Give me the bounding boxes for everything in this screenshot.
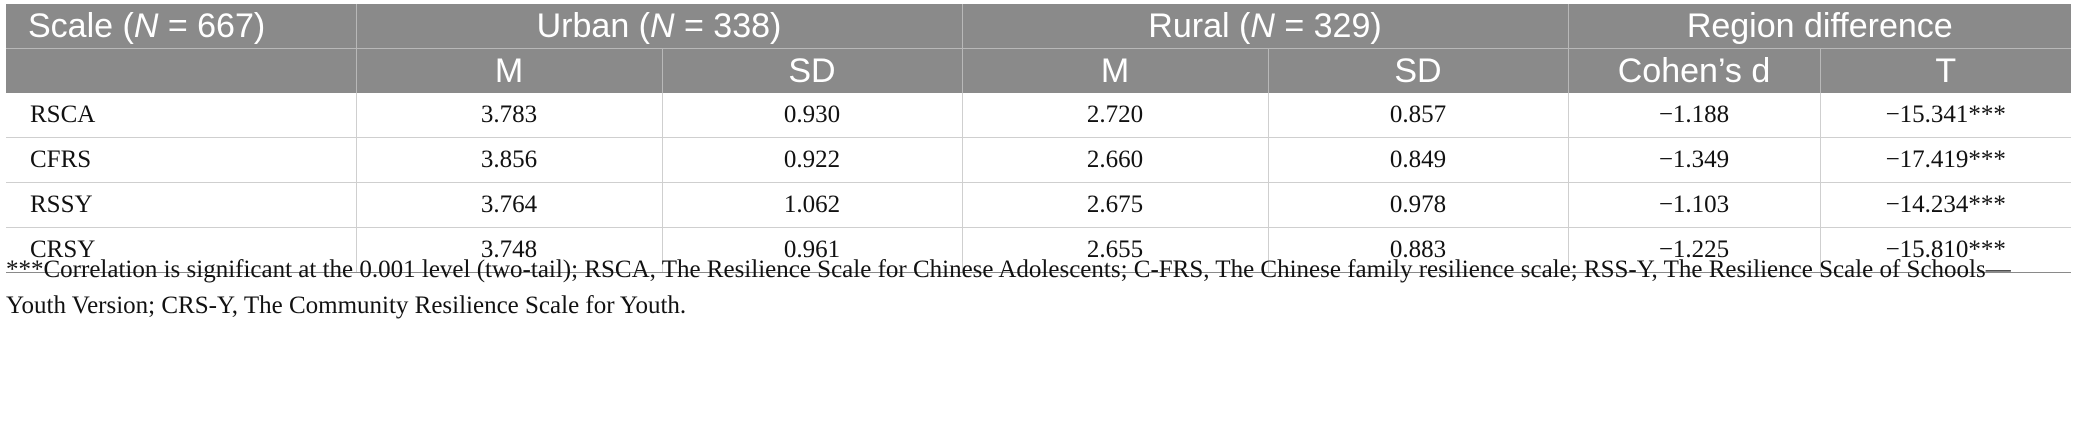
- cell-scale: CRSY: [6, 227, 356, 273]
- cell-rural-m: 2.660: [961, 137, 1268, 183]
- table-row: RSSY 3.764 1.062 2.675 0.978 −1.103 −14.…: [6, 182, 2072, 228]
- cell-rural-m: 2.655: [961, 227, 1268, 273]
- cell-cohens-d: −1.225: [1567, 227, 1820, 273]
- cell-urban-m: 3.764: [355, 182, 662, 228]
- header-urban-sd: SD: [661, 48, 962, 93]
- header-row-1: Scale (N = 667) Urban (N = 338) Rural (N…: [6, 4, 2072, 49]
- table-row: CFRS 3.856 0.922 2.660 0.849 −1.349 −17.…: [6, 137, 2072, 183]
- cell-rural-sd: 0.978: [1267, 182, 1568, 228]
- cell-scale: RSCA: [6, 93, 356, 138]
- header-rural-sd: SD: [1267, 48, 1568, 93]
- cell-t: −14.234***: [1819, 182, 2072, 228]
- cell-t: −15.810***: [1819, 227, 2072, 273]
- table-row: CRSY 3.748 0.961 2.655 0.883 −1.225 −15.…: [6, 227, 2072, 273]
- cell-urban-m: 3.856: [355, 137, 662, 183]
- header-urban: Urban (N = 338): [355, 4, 962, 49]
- header-region-difference: Region difference: [1567, 4, 2072, 49]
- cell-scale: RSSY: [6, 182, 356, 228]
- header-t: T: [1819, 48, 2072, 93]
- cell-cohens-d: −1.349: [1567, 137, 1820, 183]
- header-row-2: M SD M SD Cohen’s d T: [6, 48, 2072, 93]
- cell-urban-sd: 0.961: [661, 227, 962, 273]
- results-table-container: Scale (N = 667) Urban (N = 338) Rural (N…: [6, 4, 2072, 273]
- cell-rural-sd: 0.849: [1267, 137, 1568, 183]
- header-rural: Rural (N = 329): [961, 4, 1568, 49]
- cell-urban-sd: 0.922: [661, 137, 962, 183]
- results-table: Scale (N = 667) Urban (N = 338) Rural (N…: [6, 4, 2072, 273]
- cell-rural-sd: 0.883: [1267, 227, 1568, 273]
- table-row: RSCA 3.783 0.930 2.720 0.857 −1.188 −15.…: [6, 93, 2072, 138]
- header-rural-m: M: [961, 48, 1268, 93]
- header-urban-m: M: [355, 48, 662, 93]
- cell-t: −15.341***: [1819, 93, 2072, 138]
- header-empty: [6, 48, 356, 93]
- cell-scale: CFRS: [6, 137, 356, 183]
- header-scale: Scale (N = 667): [6, 4, 356, 49]
- cell-t: −17.419***: [1819, 137, 2072, 183]
- cell-cohens-d: −1.103: [1567, 182, 1820, 228]
- table-footnote: ***Correlation is significant at the 0.0…: [6, 256, 2011, 319]
- cell-rural-m: 2.675: [961, 182, 1268, 228]
- cell-urban-sd: 0.930: [661, 93, 962, 138]
- cell-urban-sd: 1.062: [661, 182, 962, 228]
- cell-rural-sd: 0.857: [1267, 93, 1568, 138]
- cell-cohens-d: −1.188: [1567, 93, 1820, 138]
- header-cohens-d: Cohen’s d: [1567, 48, 1820, 93]
- cell-urban-m: 3.748: [355, 227, 662, 273]
- cell-rural-m: 2.720: [961, 93, 1268, 138]
- cell-urban-m: 3.783: [355, 93, 662, 138]
